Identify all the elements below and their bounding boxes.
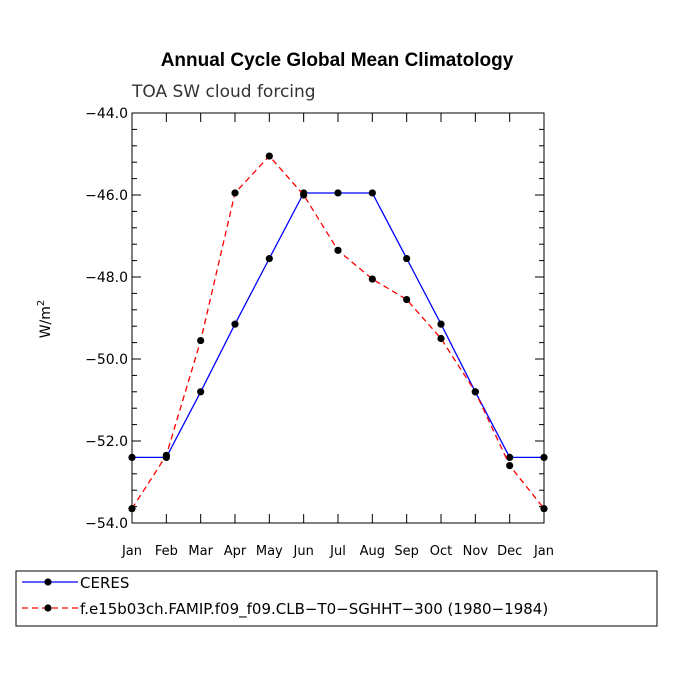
- x-tick-label: Apr: [224, 544, 247, 559]
- y-tick-label: −50.0: [85, 352, 128, 368]
- axes: −44.0 −46.0 −48.0 −50.0 −52.0 −54.0 Jan Feb Mar A…: [85, 106, 554, 559]
- chart-subtitle: TOA SW cloud forcing: [131, 82, 316, 102]
- y-tick-label: −46.0: [85, 188, 128, 204]
- series-1-point: [403, 295, 411, 304]
- y-tick-label: −54.0: [85, 516, 128, 532]
- plot-frame: [131, 112, 545, 524]
- x-tick-label: Oct: [430, 544, 452, 559]
- legend-label-model: f.e15b03ch.FAMIP.f09_f09.CLB−T0−SGHHT−30…: [80, 600, 548, 619]
- series-0-point: [437, 320, 445, 328]
- x-tick-label: Sep: [394, 544, 419, 559]
- series-1-point: [368, 275, 376, 283]
- x-tick-label: Nov: [463, 544, 489, 559]
- series-1-point: [300, 191, 308, 199]
- x-tick-label: Mar: [188, 544, 213, 559]
- y-tick-label: −48.0: [85, 270, 128, 286]
- series-line-1: [131, 155, 545, 510]
- series-0-point: [368, 189, 376, 197]
- series-layer: [128, 152, 548, 513]
- series-0-point: [403, 254, 411, 263]
- legend-box: [15, 570, 658, 627]
- series-1-point: [334, 246, 342, 254]
- series-1-point: [265, 152, 273, 160]
- series-0-point: [231, 320, 239, 328]
- series-0-point: [540, 453, 548, 461]
- series-1-point: [471, 388, 479, 396]
- y-tick-label: −52.0: [85, 434, 128, 450]
- legend-marker-model: [44, 604, 52, 612]
- series-1-point: [540, 505, 548, 513]
- x-tick-label: Dec: [497, 544, 522, 559]
- series-1-point: [197, 336, 205, 345]
- series-0-point: [128, 453, 136, 461]
- x-tick-label: Jan: [533, 544, 554, 559]
- legend: CERES f.e15b03ch.FAMIP.f09_f09.CLB−T0−SG…: [15, 570, 658, 627]
- x-tick-label: Jun: [293, 544, 314, 559]
- legend-label-ceres: CERES: [80, 574, 129, 592]
- chart-title: Annual Cycle Global Mean Climatology: [161, 50, 514, 71]
- y-axis-label-text: W/m: [38, 306, 54, 338]
- x-tick-label: May: [256, 544, 283, 559]
- series-0-point: [334, 189, 342, 197]
- legend-marker-ceres: [44, 578, 52, 586]
- y-axis-label: W/m2: [36, 300, 54, 339]
- x-tick-label: Jul: [329, 544, 346, 559]
- series-1-point: [437, 334, 445, 343]
- x-tick-label: Feb: [155, 544, 178, 559]
- series-0-point: [265, 254, 273, 263]
- series-1-point: [231, 189, 239, 197]
- x-tick-label: Jan: [121, 544, 142, 559]
- series-line-0: [132, 192, 544, 459]
- y-tick-label: −44.0: [85, 106, 128, 122]
- series-1-point: [128, 505, 136, 513]
- series-0-point: [197, 388, 205, 396]
- x-tick-label: Aug: [360, 544, 385, 559]
- series-1-point: [506, 462, 514, 470]
- series-0-point: [506, 453, 514, 461]
- y-axis-label-superscript: 2: [36, 300, 47, 306]
- series-1-point: [162, 451, 170, 459]
